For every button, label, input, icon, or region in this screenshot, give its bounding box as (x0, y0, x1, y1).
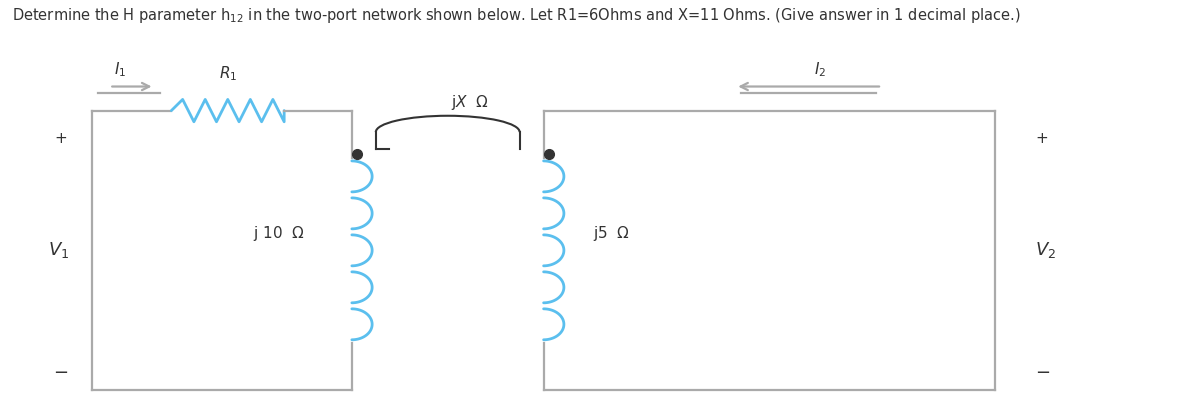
Text: $V_2$: $V_2$ (1036, 240, 1056, 260)
Text: Determine the H parameter h$_{12}$ in the two-port network shown below. Let R1=6: Determine the H parameter h$_{12}$ in th… (12, 6, 1020, 25)
Text: $-$: $-$ (53, 362, 68, 380)
Text: $V_1$: $V_1$ (48, 240, 70, 260)
Text: j$5$  $\Omega$: j$5$ $\Omega$ (593, 223, 630, 243)
Text: $R_1$: $R_1$ (218, 64, 236, 83)
Text: j $10$  $\Omega$: j $10$ $\Omega$ (253, 223, 305, 243)
Text: $I_2$: $I_2$ (814, 60, 826, 79)
Text: $I_1$: $I_1$ (114, 60, 127, 79)
Text: +: + (1036, 131, 1049, 146)
Text: +: + (54, 131, 67, 146)
Text: j$X$  $\Omega$: j$X$ $\Omega$ (451, 93, 490, 112)
Text: $-$: $-$ (1034, 362, 1050, 380)
